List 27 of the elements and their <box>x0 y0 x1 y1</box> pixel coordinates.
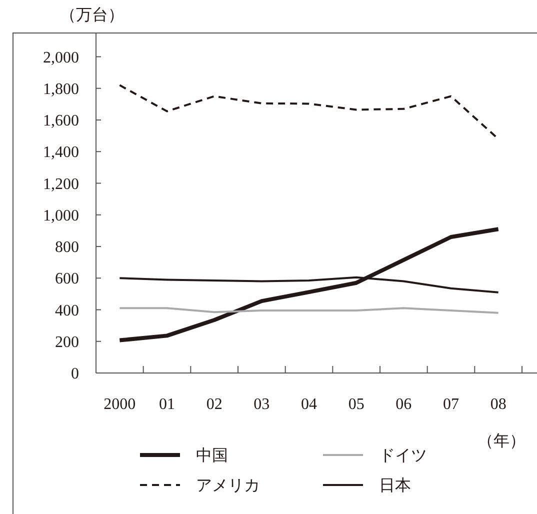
x-tick-label: 05 <box>348 396 364 413</box>
legend-label: 中国 <box>196 446 228 465</box>
y-tick-label: 1,400 <box>43 144 79 162</box>
x-tick-label: 06 <box>396 396 412 413</box>
y-tick-label: 1,800 <box>43 80 79 98</box>
x-tick-label: 08 <box>490 396 506 413</box>
y-tick-label: 0 <box>71 366 79 383</box>
x-tick-label: 04 <box>301 396 317 413</box>
y-tick-label: 200 <box>55 334 79 351</box>
y-tick-label: 600 <box>55 270 79 288</box>
x-tick-label: 01 <box>159 396 175 413</box>
x-tick-label: 02 <box>206 396 222 413</box>
legend-label: ドイツ <box>379 448 427 465</box>
y-tick-label: 800 <box>55 239 79 256</box>
y-tick-label: 2,000 <box>43 49 79 66</box>
y-axis-title: （万台） <box>60 6 124 24</box>
x-tick-label: 2000 <box>104 396 136 413</box>
legend-label: 日本 <box>379 476 411 495</box>
legend-label: アメリカ <box>196 478 260 495</box>
x-axis-title: （年） <box>477 433 526 450</box>
x-tick-label: 07 <box>443 396 459 413</box>
line-series <box>118 227 500 342</box>
y-tick-label: 1,600 <box>43 112 79 130</box>
y-tick-label: 1,000 <box>43 207 79 224</box>
x-tick-label: 03 <box>254 396 270 413</box>
y-tick-label: 1,200 <box>43 176 79 193</box>
y-tick-label: 400 <box>55 302 79 320</box>
